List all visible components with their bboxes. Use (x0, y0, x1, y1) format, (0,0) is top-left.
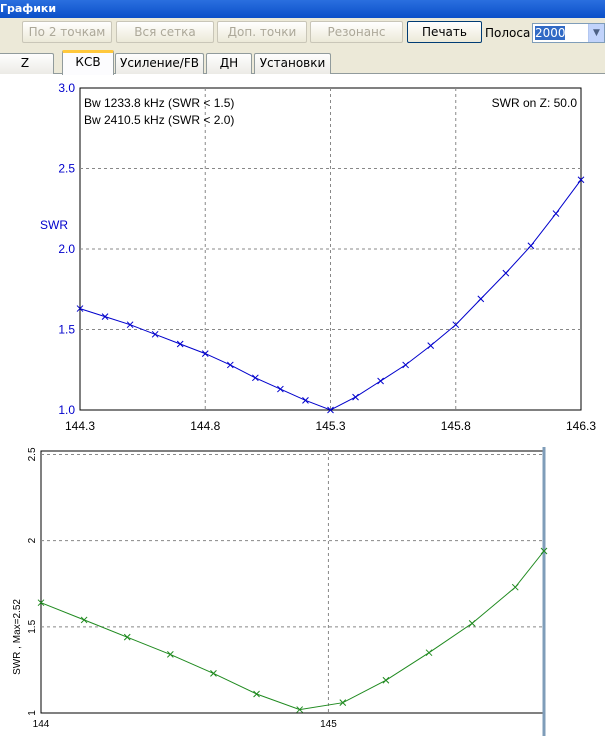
band-label: Полоса (485, 26, 531, 40)
data-point (502, 269, 510, 277)
data-point (477, 295, 485, 303)
y-tick-label: 3.0 (58, 81, 75, 95)
data-point (527, 242, 535, 250)
data-point (382, 676, 390, 684)
band-value: 2000 (535, 26, 566, 40)
two-points-button[interactable]: По 2 точкам (22, 21, 112, 43)
tab-bar: Z КСВ Усиление/FB ДН Установки (0, 48, 605, 75)
data-point (296, 706, 304, 713)
y-tick-label: 2.5 (58, 162, 75, 176)
x-tick-label: 145.3 (315, 419, 345, 433)
y-tick-label: 2.0 (58, 242, 75, 256)
chevron-down-icon[interactable]: ▼ (588, 24, 604, 42)
x-tick-label: 145.8 (441, 419, 471, 433)
resonance-button[interactable]: Резонанс (310, 21, 403, 43)
data-point (101, 313, 109, 320)
title-bar: Графики (0, 0, 605, 18)
plot-frame-2 (40, 450, 545, 714)
y-tick-label: 1.5 (27, 619, 38, 633)
data-point (251, 374, 259, 382)
data-point (151, 330, 159, 338)
data-point (123, 633, 131, 641)
data-point (37, 599, 45, 607)
tab-swr[interactable]: КСВ (62, 50, 114, 75)
data-point (327, 406, 334, 414)
y-tick-label: 2 (27, 537, 38, 543)
swr-chart: 144.3 144.8 145.3 145.8 146.3 1.0 1.5 2.0 2.5 3.0… (40, 81, 596, 433)
data-point (339, 699, 347, 707)
swr-axis-label: SWR (40, 218, 68, 232)
full-grid-button[interactable]: Вся сетка (116, 21, 214, 43)
data-point (377, 377, 384, 385)
data-point (277, 385, 284, 393)
data-point (540, 547, 548, 555)
data-point (76, 305, 84, 312)
x-tick-label: 144.8 (190, 419, 220, 433)
x-tick-label: 144 (33, 719, 50, 730)
x-tick-label: 144.3 (65, 419, 95, 433)
y-tick-label: 2.5 (27, 447, 38, 461)
data-point (577, 176, 585, 184)
bw-annotation-2: Bw 2410.5 kHz (SWR < 2.0) (84, 113, 234, 127)
print-button[interactable]: Печать (407, 21, 482, 43)
swr-on-z-annotation: SWR on Z: 50.0 (492, 96, 578, 110)
x-tick-label: 146.3 (566, 419, 596, 433)
data-point (511, 583, 519, 591)
tab-pattern[interactable]: ДН (206, 53, 252, 74)
swr-chart-secondary: 144 145 1 1.5 2 2.5 SWR , Max=2.52 (12, 447, 548, 736)
data-point (425, 649, 433, 657)
x-tick-label: 145 (320, 719, 337, 730)
data-point (226, 361, 234, 369)
data-point (402, 361, 410, 369)
window-title: Графики (0, 2, 57, 15)
data-point (302, 396, 309, 404)
data-point (552, 210, 560, 217)
tab-z[interactable]: Z (0, 53, 54, 74)
swr-max-axis-label: SWR , Max=2.52 (12, 599, 23, 675)
second-chart-panel: 144 145 1 1.5 2 2.5 SWR , Max=2.52 (0, 437, 605, 736)
data-point (176, 340, 184, 348)
band-select[interactable]: 2000 ▼ (532, 23, 605, 43)
bw-annotation-1: Bw 1233.8 kHz (SWR < 1.5) (84, 96, 234, 110)
tab-settings[interactable]: Установки (254, 53, 331, 74)
data-point (201, 350, 209, 358)
extra-points-button[interactable]: Доп. точки (217, 21, 307, 43)
data-point (210, 670, 217, 677)
data-point (253, 690, 260, 698)
data-point (166, 651, 174, 658)
data-point (452, 321, 460, 329)
y-tick-label: 1 (27, 710, 38, 716)
data-point (80, 616, 88, 624)
y-tick-label: 1.0 (58, 403, 75, 417)
data-point (427, 342, 435, 349)
data-point (126, 321, 134, 329)
tab-gain-fb[interactable]: Усиление/FB (115, 53, 204, 74)
data-point (352, 393, 359, 401)
toolbar: По 2 точкам Вся сетка Доп. точки Резонан… (0, 18, 605, 48)
data-point (468, 620, 476, 627)
plot-frame (79, 87, 582, 411)
y-tick-label: 1.5 (58, 323, 75, 337)
